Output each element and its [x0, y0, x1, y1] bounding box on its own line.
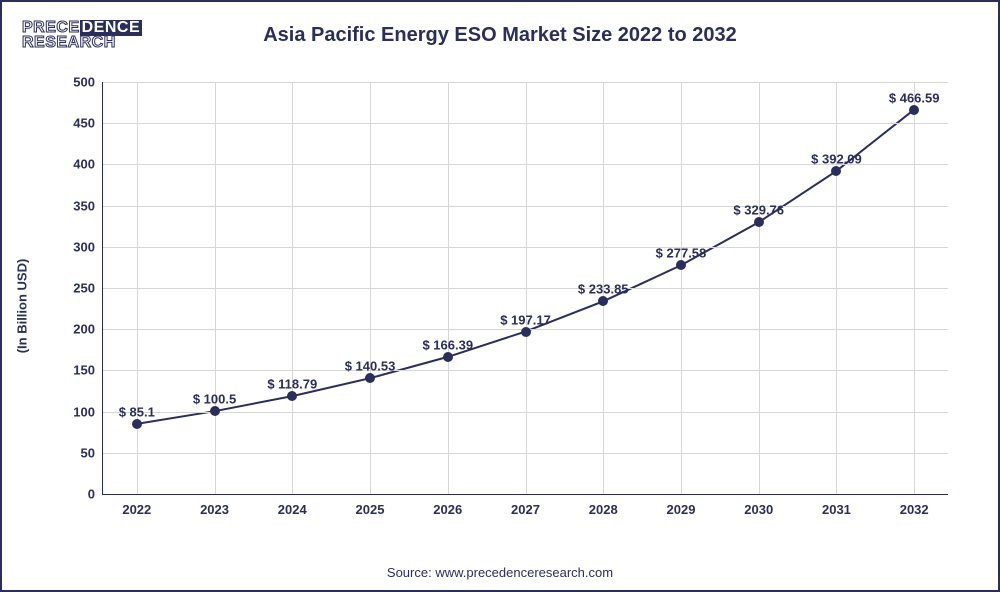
data-marker	[443, 352, 453, 362]
gridline-vertical	[215, 82, 216, 494]
x-tick-label: 2031	[822, 494, 851, 517]
plot-area: 0501001502002503003504004505002022202320…	[102, 82, 948, 495]
gridline-vertical	[759, 82, 760, 494]
y-axis-label: (In Billion USD)	[15, 259, 30, 354]
data-marker	[365, 373, 375, 383]
data-marker	[287, 391, 297, 401]
x-tick-label: 2028	[589, 494, 618, 517]
data-marker	[598, 296, 608, 306]
x-tick-label: 2022	[122, 494, 151, 517]
data-label: $ 118.79	[267, 377, 317, 392]
chart-title: Asia Pacific Energy ESO Market Size 2022…	[2, 24, 998, 47]
data-label: $ 329.76	[733, 203, 784, 218]
gridline-vertical	[137, 82, 138, 494]
data-label: $ 85.1	[119, 404, 155, 419]
data-label: $ 197.17	[500, 312, 551, 327]
y-tick-label: 250	[73, 281, 103, 296]
data-label: $ 166.39	[422, 337, 473, 352]
data-label: $ 233.85	[578, 282, 629, 297]
y-tick-label: 200	[73, 322, 103, 337]
data-marker	[521, 327, 531, 337]
gridline-vertical	[914, 82, 915, 494]
gridline-vertical	[836, 82, 837, 494]
gridline-vertical	[292, 82, 293, 494]
y-tick-label: 50	[81, 445, 103, 460]
y-tick-label: 0	[88, 487, 103, 502]
x-tick-label: 2026	[433, 494, 462, 517]
data-marker	[754, 217, 764, 227]
x-tick-label: 2029	[667, 494, 696, 517]
y-tick-label: 400	[73, 157, 103, 172]
y-tick-label: 450	[73, 116, 103, 131]
source-label: Source: www.precedenceresearch.com	[2, 565, 998, 580]
x-tick-label: 2023	[200, 494, 229, 517]
data-label: $ 392.09	[811, 151, 862, 166]
gridline-vertical	[448, 82, 449, 494]
x-tick-label: 2032	[900, 494, 929, 517]
y-tick-label: 350	[73, 198, 103, 213]
y-tick-label: 150	[73, 363, 103, 378]
chart-container: PRECEDENCE RESEARCH Asia Pacific Energy …	[0, 0, 1000, 592]
chart-area: (In Billion USD) 05010015020025030035040…	[32, 72, 968, 540]
y-tick-label: 300	[73, 239, 103, 254]
x-tick-label: 2027	[511, 494, 540, 517]
data-marker	[676, 260, 686, 270]
data-marker	[909, 105, 919, 115]
data-marker	[831, 166, 841, 176]
data-label: $ 140.53	[345, 359, 396, 374]
y-tick-label: 500	[73, 75, 103, 90]
data-marker	[132, 419, 142, 429]
x-tick-label: 2030	[744, 494, 773, 517]
gridline-vertical	[681, 82, 682, 494]
data-label: $ 466.59	[889, 90, 940, 105]
data-marker	[210, 406, 220, 416]
x-tick-label: 2024	[278, 494, 307, 517]
data-label: $ 277.58	[656, 246, 707, 261]
x-tick-label: 2025	[356, 494, 385, 517]
gridline-vertical	[526, 82, 527, 494]
y-tick-label: 100	[73, 404, 103, 419]
gridline-vertical	[370, 82, 371, 494]
data-label: $ 100.5	[193, 392, 236, 407]
